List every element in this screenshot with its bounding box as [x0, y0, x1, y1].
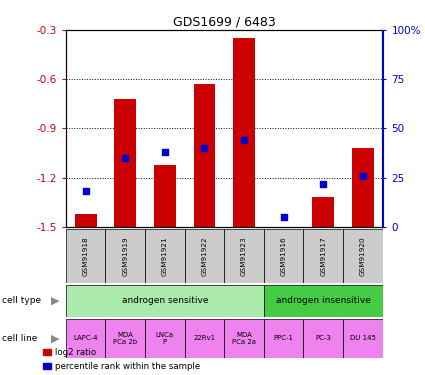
Text: MDA
PCa 2a: MDA PCa 2a: [232, 332, 256, 345]
Point: [320, 181, 326, 187]
Point: [280, 214, 287, 220]
Bar: [303, 319, 343, 358]
Bar: [352, 148, 374, 227]
Text: PC-3: PC-3: [315, 335, 331, 341]
Text: GSM91916: GSM91916: [280, 236, 286, 276]
Text: LAPC-4: LAPC-4: [74, 335, 98, 341]
Text: ▶: ▶: [51, 296, 60, 306]
Bar: [233, 38, 255, 227]
Title: GDS1699 / 6483: GDS1699 / 6483: [173, 16, 275, 29]
Bar: [75, 214, 96, 227]
Bar: [224, 319, 264, 358]
Bar: [193, 84, 215, 227]
Bar: [184, 319, 224, 358]
Text: ▶: ▶: [51, 333, 60, 344]
Point: [82, 188, 89, 194]
Bar: [66, 229, 105, 283]
Text: GSM91917: GSM91917: [320, 236, 326, 276]
Legend: log2 ratio, percentile rank within the sample: log2 ratio, percentile rank within the s…: [42, 348, 200, 371]
Text: 22Rv1: 22Rv1: [193, 335, 215, 341]
Text: PPC-1: PPC-1: [274, 335, 294, 341]
Bar: [343, 229, 382, 283]
Bar: [145, 319, 184, 358]
Bar: [224, 229, 264, 283]
Text: cell line: cell line: [2, 334, 37, 343]
Bar: [105, 319, 145, 358]
Bar: [66, 285, 264, 317]
Text: MDA
PCa 2b: MDA PCa 2b: [113, 332, 137, 345]
Point: [241, 137, 247, 143]
Text: GSM91920: GSM91920: [360, 236, 366, 276]
Point: [122, 155, 129, 161]
Text: GSM91923: GSM91923: [241, 236, 247, 276]
Bar: [264, 285, 382, 317]
Bar: [273, 227, 295, 230]
Bar: [312, 197, 334, 227]
Text: androgen insensitive: androgen insensitive: [276, 296, 371, 305]
Text: GSM91919: GSM91919: [122, 236, 128, 276]
Text: GSM91921: GSM91921: [162, 236, 168, 276]
Text: androgen sensitive: androgen sensitive: [122, 296, 208, 305]
Bar: [114, 99, 136, 227]
Text: GSM91922: GSM91922: [201, 236, 207, 276]
Point: [359, 172, 366, 179]
Bar: [184, 229, 224, 283]
Bar: [343, 319, 382, 358]
Bar: [66, 319, 105, 358]
Bar: [264, 319, 303, 358]
Bar: [303, 229, 343, 283]
Bar: [154, 165, 176, 227]
Text: cell type: cell type: [2, 296, 41, 305]
Bar: [145, 229, 184, 283]
Text: DU 145: DU 145: [350, 335, 376, 341]
Text: LNCa
P: LNCa P: [156, 332, 174, 345]
Bar: [105, 229, 145, 283]
Point: [201, 145, 208, 151]
Text: GSM91918: GSM91918: [83, 236, 89, 276]
Point: [162, 149, 168, 155]
Bar: [264, 229, 303, 283]
